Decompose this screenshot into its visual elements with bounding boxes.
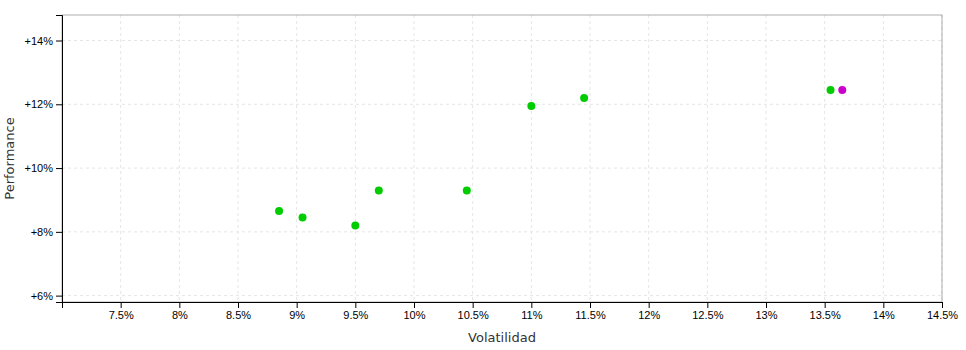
tick-label: +6%: [31, 290, 54, 302]
tick: 7.5%: [109, 302, 134, 321]
tick-label: 9%: [289, 309, 305, 321]
y-axis-title: Performance: [2, 117, 17, 199]
grid-line-y: [62, 231, 942, 232]
tick: 8%: [172, 302, 188, 321]
tick-label: 8%: [172, 309, 188, 321]
tick: 10%: [403, 302, 425, 321]
point: [275, 207, 283, 215]
tick: 11%: [521, 302, 542, 321]
grid: [62, 15, 942, 302]
point: [838, 86, 846, 94]
tick-mark: [56, 41, 62, 42]
grid-line-x: [120, 15, 121, 302]
tick: 8.5%: [226, 302, 251, 321]
grid-line-y: [62, 295, 942, 296]
tick: 14%: [873, 302, 895, 321]
tick-mark: [649, 302, 650, 308]
tick-mark: [707, 302, 708, 308]
point: [299, 213, 307, 221]
tick-label: 10%: [403, 309, 425, 321]
grid-line-x: [707, 15, 708, 302]
tick-mark: [590, 302, 591, 308]
tick-label: 14.5%: [927, 309, 958, 321]
tick-label: 11%: [521, 309, 542, 321]
axis-line: [56, 16, 63, 303]
tick: +12%: [25, 98, 62, 110]
tick: 14.5%: [927, 302, 958, 321]
tick: +14%: [25, 35, 62, 47]
tick-mark: [56, 296, 62, 297]
tick: +6%: [31, 290, 62, 302]
x-axis-title: Volatilidad: [468, 330, 536, 345]
tick-mark: [766, 302, 767, 308]
point: [375, 186, 383, 194]
grid-line-x: [179, 15, 180, 302]
tick: 9%: [289, 302, 305, 321]
tick: +8%: [31, 226, 62, 238]
tick-mark: [179, 302, 180, 308]
tick-label: 13%: [755, 309, 777, 321]
tick-mark: [56, 168, 62, 169]
tick-mark: [883, 302, 884, 308]
tick-mark: [238, 302, 239, 308]
tick-label: 12.5%: [692, 309, 723, 321]
tick-label: 10.5%: [458, 309, 489, 321]
point: [351, 221, 359, 229]
grid-line-x: [824, 15, 825, 302]
tick-label: 8.5%: [226, 309, 251, 321]
tick: 9.5%: [343, 302, 368, 321]
grid-line-x: [766, 15, 767, 302]
tick: 11.5%: [575, 302, 606, 321]
grid-line-x: [296, 15, 297, 302]
tick-mark: [825, 302, 826, 308]
tick-mark: [355, 302, 356, 308]
grid-line-y: [62, 40, 942, 41]
tick-label: +14%: [25, 35, 54, 47]
grid-line-x: [355, 15, 356, 302]
grid-line-x: [414, 15, 415, 302]
y-axis: +6% +8% +10% +12% +14%: [25, 16, 63, 303]
tick: +10%: [25, 162, 62, 174]
tick-label: 9.5%: [343, 309, 368, 321]
tick: 12.5%: [692, 302, 723, 321]
tick-mark: [414, 302, 415, 308]
plot-frame: [62, 15, 942, 302]
tick: 13.5%: [810, 302, 841, 321]
tick-label: +10%: [25, 162, 54, 174]
grid-line-x: [883, 15, 884, 302]
grid-line-x: [472, 15, 473, 302]
grid-line-y: [62, 104, 942, 105]
tick: 13%: [755, 302, 777, 321]
tick-label: +12%: [25, 98, 54, 110]
point: [527, 102, 535, 110]
grid-line-x: [590, 15, 591, 302]
axis-line: [63, 303, 943, 309]
tick-mark: [56, 232, 62, 233]
tick-label: 12%: [638, 309, 660, 321]
tick-mark: [121, 302, 122, 308]
tick-label: 14%: [873, 309, 895, 321]
plot-area: 7.5% 8% 8.5% 9% 9.5% 10% 10.5% 11% 11.5% 12% 12.5%…: [25, 15, 959, 321]
tick: 12%: [638, 302, 660, 321]
tick-mark: [297, 302, 298, 308]
points: [275, 86, 846, 230]
x-axis: 7.5% 8% 8.5% 9% 9.5% 10% 10.5% 11% 11.5% 12% 12.5%…: [63, 302, 959, 321]
tick: 10.5%: [458, 302, 489, 321]
tick-mark: [56, 104, 62, 105]
tick-mark: [942, 302, 943, 308]
tick-mark: [531, 302, 532, 308]
tick-label: +8%: [31, 226, 54, 238]
tick-label: 7.5%: [109, 309, 134, 321]
tick-label: 11.5%: [575, 309, 606, 321]
point: [463, 186, 471, 194]
grid-line-x: [531, 15, 532, 302]
point: [827, 86, 835, 94]
point: [580, 94, 588, 102]
chart-svg: 7.5% 8% 8.5% 9% 9.5% 10% 10.5% 11% 11.5% 12% 12.5%…: [0, 0, 966, 350]
grid-line-x: [648, 15, 649, 302]
grid-line-y: [62, 168, 942, 169]
grid-line-x: [238, 15, 239, 302]
tick-mark: [473, 302, 474, 308]
tick-label: 13.5%: [810, 309, 841, 321]
